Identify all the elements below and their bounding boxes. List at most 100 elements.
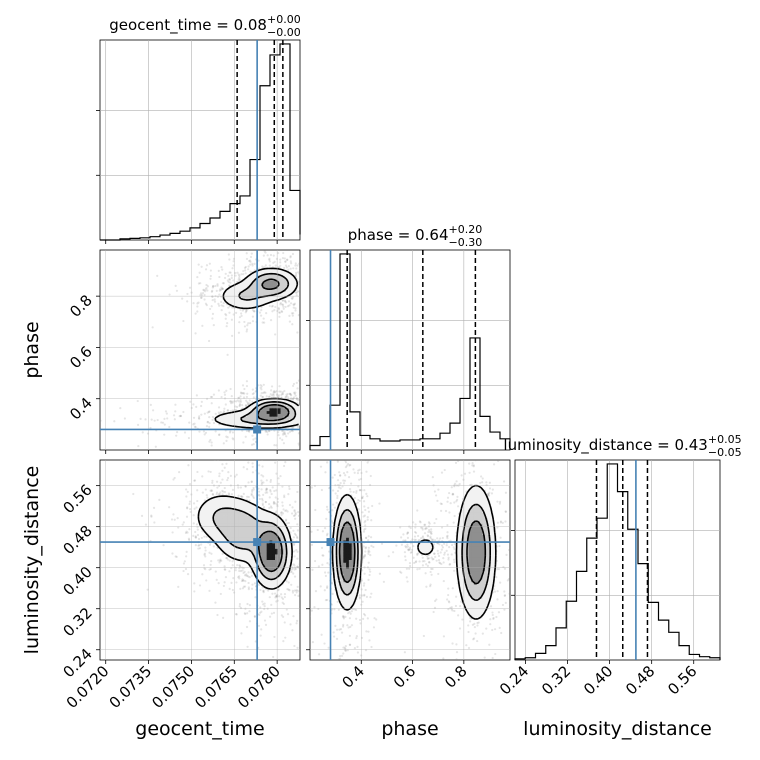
sample-point: [496, 598, 499, 601]
density-cell: [261, 510, 265, 514]
sample-point: [504, 510, 507, 513]
sample-point: [360, 579, 363, 582]
contour-content: [100, 250, 309, 450]
sample-point: [293, 509, 296, 512]
density-cell: [202, 507, 206, 511]
sample-point: [300, 415, 302, 417]
sample-point: [208, 568, 211, 571]
density-cell: [238, 305, 243, 309]
sample-point: [209, 307, 212, 311]
sample-point: [333, 506, 336, 509]
density-cell: [227, 537, 231, 541]
sample-point: [293, 564, 296, 567]
sample-point: [328, 550, 331, 553]
density-cell: [258, 302, 262, 306]
sample-point: [265, 488, 269, 491]
sample-point: [305, 309, 307, 311]
density-cell: [238, 501, 243, 505]
sample-point: [303, 420, 305, 422]
sample-point: [289, 260, 292, 263]
density-cell: [275, 548, 279, 553]
density-cell: [291, 413, 295, 418]
sample-point: [342, 615, 345, 618]
sample-point: [299, 640, 300, 642]
sample-point: [343, 646, 346, 650]
density-cell: [263, 288, 268, 293]
sample-point: [286, 258, 289, 261]
sample-point: [304, 562, 306, 564]
density-cell: [275, 535, 279, 539]
density-cell: [219, 518, 223, 522]
sample-point: [333, 659, 335, 660]
density-cell: [269, 554, 273, 558]
sample-point: [243, 612, 246, 615]
sample-point: [293, 550, 296, 553]
density-cell: [225, 518, 229, 522]
density-cell: [211, 504, 215, 508]
sample-point: [367, 578, 370, 581]
sample-point: [223, 565, 226, 568]
sample-point: [291, 430, 294, 433]
sample-point: [267, 589, 270, 592]
sample-point: [280, 593, 283, 596]
sample-point: [352, 490, 355, 494]
sample-point: [253, 310, 256, 313]
sample-point: [269, 319, 273, 322]
sample-point: [283, 257, 286, 260]
density-cell: [272, 548, 276, 553]
density-cell: [252, 291, 256, 295]
sample-point: [449, 606, 452, 609]
density-cell: [208, 512, 212, 516]
sample-point: [239, 587, 242, 590]
sample-point: [289, 256, 292, 259]
sample-point: [242, 579, 245, 582]
density-cell: [208, 507, 212, 511]
sample-point: [367, 460, 370, 462]
sample-point: [307, 435, 309, 437]
density-cell: [269, 562, 273, 566]
sample-point: [201, 291, 205, 295]
density-cell: [250, 291, 254, 295]
sample-point: [290, 262, 293, 265]
density-cell: [225, 504, 229, 508]
sample-point: [363, 614, 367, 617]
sample-point: [323, 571, 327, 574]
sample-point: [225, 435, 228, 438]
sample-point: [220, 308, 223, 312]
sample-point: [508, 592, 510, 595]
sample-point: [283, 595, 286, 599]
density-cell: [266, 286, 270, 290]
sample-point: [321, 530, 324, 533]
density-cell: [244, 548, 248, 553]
sample-point: [368, 664, 370, 666]
density-cell: [266, 413, 270, 418]
density-cell: [277, 532, 281, 536]
density-cell: [219, 515, 223, 519]
density-cell: [283, 554, 287, 558]
sample-point: [248, 430, 251, 433]
sample-point: [341, 456, 343, 458]
sample-point: [242, 492, 245, 495]
density-cell: [272, 585, 276, 589]
density-cell: [205, 507, 209, 511]
sample-point: [349, 490, 352, 493]
density-cell: [238, 557, 243, 561]
density-cell: [263, 419, 268, 423]
density-cell: [247, 535, 251, 539]
density-cell: [222, 515, 226, 519]
density-cell: [241, 416, 245, 420]
density-cell: [247, 551, 251, 555]
density-cell: [227, 501, 231, 505]
sample-point: [342, 479, 345, 482]
density-cell: [275, 562, 279, 566]
sample-point: [203, 412, 206, 415]
sample-point: [262, 505, 266, 509]
density-cell: [222, 526, 226, 530]
sample-point: [297, 379, 300, 382]
density-cell: [269, 551, 273, 555]
sample-point: [301, 417, 303, 419]
sample-point: [369, 570, 372, 573]
sample-point: [247, 429, 250, 433]
sample-point: [262, 481, 265, 484]
sample-point: [293, 575, 297, 578]
